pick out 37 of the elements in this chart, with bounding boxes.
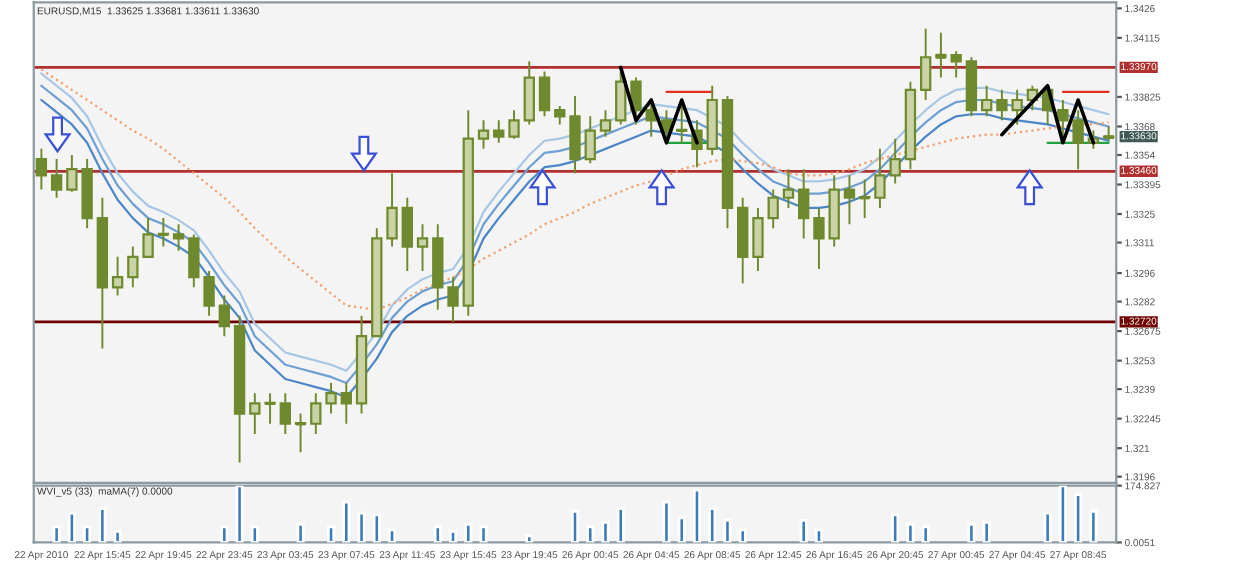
candlestick bbox=[493, 119, 505, 144]
candlestick bbox=[1057, 99, 1069, 138]
candlestick bbox=[508, 109, 520, 140]
candlestick bbox=[813, 206, 825, 270]
candlestick bbox=[584, 115, 596, 165]
line-series bbox=[40, 68, 1110, 311]
candlestick bbox=[798, 168, 810, 240]
candlestick bbox=[599, 109, 612, 138]
candlestick bbox=[538, 70, 551, 118]
candlestick bbox=[310, 392, 322, 435]
candlestick bbox=[50, 158, 63, 199]
candlestick bbox=[675, 105, 688, 144]
candlestick bbox=[172, 223, 185, 252]
candlestick bbox=[111, 255, 124, 297]
candlestick bbox=[325, 382, 337, 415]
candlestick bbox=[843, 174, 856, 226]
candlestick bbox=[416, 223, 429, 273]
candlestick bbox=[523, 60, 535, 126]
candlestick bbox=[35, 147, 48, 191]
candlestick bbox=[401, 196, 413, 273]
candlestick bbox=[980, 84, 993, 118]
candlestick bbox=[218, 294, 231, 338]
candlestick bbox=[340, 382, 352, 425]
candlestick bbox=[157, 217, 170, 248]
candlestick bbox=[1072, 109, 1084, 171]
candlestick bbox=[782, 168, 795, 209]
candlestick bbox=[615, 70, 627, 126]
candlestick bbox=[752, 206, 764, 273]
candlestick bbox=[630, 76, 642, 126]
candlestick bbox=[447, 276, 459, 323]
candlestick bbox=[569, 94, 581, 175]
candlestick bbox=[477, 119, 490, 150]
candlestick bbox=[279, 392, 291, 435]
candlestick bbox=[767, 188, 779, 230]
candlestick bbox=[554, 105, 566, 126]
candlestick bbox=[386, 172, 398, 248]
candlestick bbox=[919, 27, 932, 101]
